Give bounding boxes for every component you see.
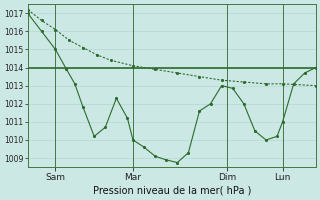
X-axis label: Pression niveau de la mer( hPa ): Pression niveau de la mer( hPa )	[92, 186, 251, 196]
